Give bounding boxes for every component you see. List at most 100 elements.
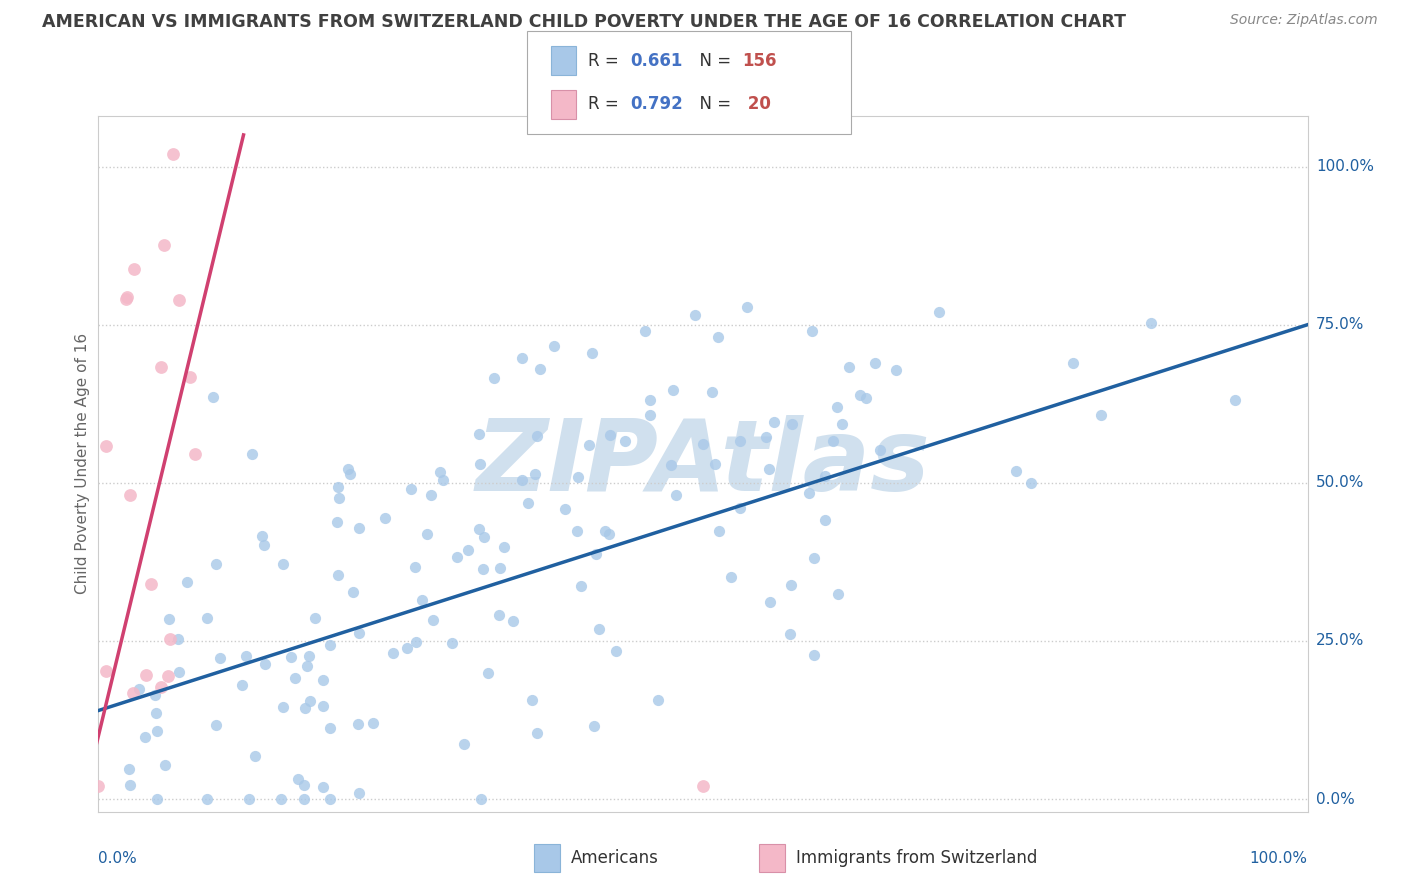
Point [253, 538, 276, 552]
Point [489, 561, 512, 575]
Point [762, 415, 785, 429]
Point [94, 664, 117, 678]
Point [477, 665, 499, 680]
Point [685, 308, 707, 322]
Point [347, 626, 370, 640]
Point [831, 417, 853, 431]
Point [270, 792, 292, 806]
Point [420, 487, 443, 501]
Text: 156: 156 [742, 52, 778, 70]
Point [326, 515, 349, 529]
Point [319, 722, 342, 736]
Point [755, 429, 778, 443]
Point [758, 595, 780, 609]
Text: R =: R = [588, 52, 624, 70]
Text: 25.0%: 25.0% [1316, 633, 1364, 648]
Point [662, 384, 685, 398]
Point [361, 716, 384, 731]
Point [692, 780, 714, 794]
Text: 0.661: 0.661 [630, 52, 682, 70]
Point [702, 385, 724, 400]
Text: ZIPAtlas: ZIPAtlas [475, 416, 931, 512]
Point [593, 524, 616, 538]
Point [416, 527, 439, 541]
Point [299, 693, 322, 707]
Point [87, 780, 110, 794]
Point [141, 577, 163, 591]
Point [134, 731, 156, 745]
Point [146, 792, 169, 806]
Point [342, 585, 364, 599]
Point [245, 748, 267, 763]
Text: 75.0%: 75.0% [1316, 318, 1364, 332]
Point [374, 510, 396, 524]
Point [128, 681, 150, 696]
Text: 0.0%: 0.0% [98, 851, 138, 865]
Point [238, 792, 260, 806]
Point [709, 524, 731, 539]
Point [799, 486, 821, 500]
Point [294, 700, 316, 714]
Point [153, 237, 176, 252]
Point [855, 391, 877, 405]
Point [638, 408, 661, 422]
Point [848, 388, 870, 402]
Point [292, 792, 315, 806]
Point [510, 351, 533, 365]
Point [337, 461, 360, 475]
Point [737, 300, 759, 314]
Point [254, 657, 277, 672]
Point [825, 400, 848, 414]
Point [582, 718, 605, 732]
Point [482, 370, 505, 384]
Point [287, 772, 309, 786]
Point [446, 550, 468, 565]
Point [162, 147, 184, 161]
Point [605, 644, 627, 658]
Point [328, 491, 350, 505]
Point [328, 480, 350, 494]
Point [122, 262, 145, 277]
Point [422, 613, 444, 627]
Point [517, 496, 540, 510]
Point [468, 523, 491, 537]
Point [524, 467, 547, 482]
Point [472, 530, 495, 544]
Point [526, 429, 548, 443]
Point [581, 346, 603, 360]
Point [122, 686, 145, 700]
Point [411, 593, 433, 607]
Point [554, 501, 576, 516]
Point [863, 356, 886, 370]
Point [928, 305, 950, 319]
Point [529, 362, 551, 376]
Point [578, 438, 600, 452]
Point [599, 428, 621, 442]
Point [633, 325, 655, 339]
Point [143, 688, 166, 702]
Point [201, 390, 224, 404]
Point [468, 427, 491, 442]
Point [195, 610, 218, 624]
Point [312, 699, 335, 714]
Point [339, 467, 361, 481]
Point [157, 669, 180, 683]
Point [471, 561, 494, 575]
Point [208, 650, 231, 665]
Text: Americans: Americans [571, 849, 658, 867]
Point [432, 474, 454, 488]
Point [135, 668, 157, 682]
Point [167, 632, 190, 647]
Point [565, 524, 588, 539]
Point [120, 778, 142, 792]
Point [814, 469, 837, 483]
Point [1062, 356, 1084, 370]
Point [526, 726, 548, 740]
Point [292, 778, 315, 792]
Point [453, 737, 475, 751]
Point [404, 559, 426, 574]
Point [205, 557, 228, 571]
Point [800, 324, 823, 338]
Point [659, 458, 682, 473]
Point [884, 363, 907, 377]
